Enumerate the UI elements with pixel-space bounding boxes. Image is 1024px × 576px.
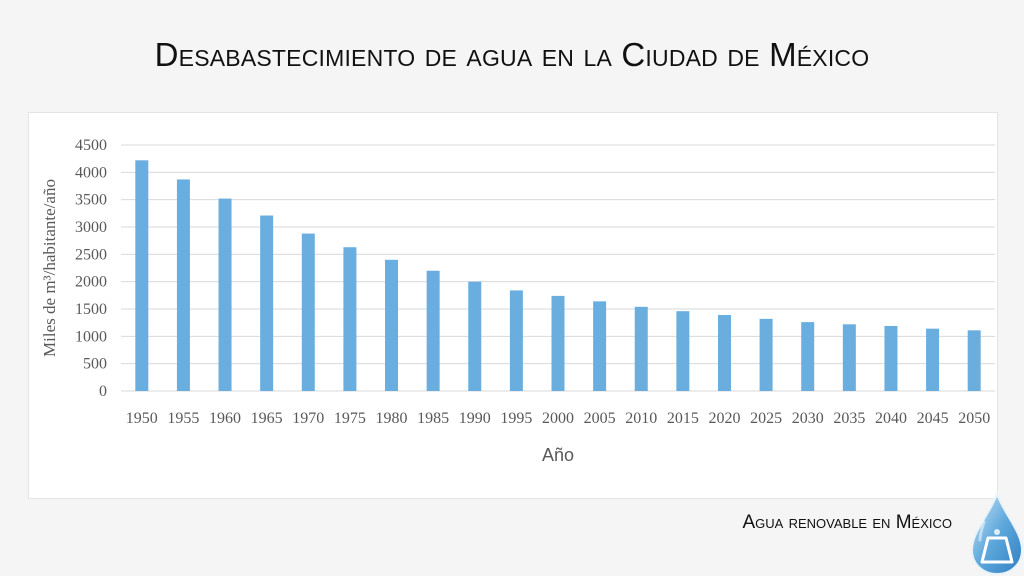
bar [926,328,940,391]
bar [717,315,731,391]
bar [842,324,856,391]
x-tick-label: 1970 [292,410,324,427]
chart-panel: 0 500 1000 1500 2000 2500 3000 3500 4000 4500 1950… [28,112,998,499]
bar [593,301,607,391]
bar [301,233,315,391]
y-tick-label: 3500 [75,192,107,209]
bar [634,306,648,391]
slide-title: Desabastecimiento de agua en la Ciudad d… [154,36,870,73]
bar [676,311,690,391]
x-tick-label: 1960 [209,410,241,427]
bar [135,160,149,391]
x-tick-label: 2030 [792,410,824,427]
bar [343,247,357,391]
x-tick-label: 1965 [251,410,283,427]
bar [551,295,565,391]
x-tick-label: 2025 [750,410,782,427]
bar [218,198,232,391]
x-tick-label: 2000 [542,410,574,427]
bar [509,290,523,391]
slide-subtitle: Agua renovable en México [742,512,952,533]
y-tick-label: 4500 [75,137,107,154]
bar [426,270,440,391]
y-tick-label: 2000 [75,274,107,291]
y-tick-label: 4000 [75,164,107,181]
x-tick-label: 1975 [334,410,366,427]
x-tick-label: 2010 [625,410,657,427]
y-axis-title: Miles de m³/habitante/año [40,179,59,357]
x-tick-label: 1995 [500,410,532,427]
bar [260,215,274,391]
x-tick-label: 2035 [833,410,865,427]
x-tick-label: 2015 [667,410,699,427]
y-tick-label: 0 [99,383,107,400]
bar [967,330,981,391]
x-tick-label: 1990 [459,410,491,427]
bar [884,325,898,391]
y-tick-label: 1000 [75,328,107,345]
bar [468,281,482,391]
x-tick-label: 1955 [167,410,199,427]
bar [176,179,190,391]
water-drop-logo-icon [970,492,1024,576]
x-tick-label: 2020 [708,410,740,427]
bar [385,259,399,391]
x-tick-label: 2045 [917,410,949,427]
x-tick-label: 1950 [126,410,158,427]
y-tick-label: 500 [83,356,107,373]
y-tick-label: 2500 [75,246,107,263]
y-tick-label: 3000 [75,219,107,236]
y-tick-label: 1500 [75,301,107,318]
x-tick-label: 1980 [376,410,408,427]
bar [759,318,773,391]
x-tick-label: 2005 [584,410,616,427]
x-tick-label: 2050 [958,410,990,427]
x-tick-label: 1985 [417,410,449,427]
x-tick-label: 2040 [875,410,907,427]
bar [801,322,815,391]
x-axis-title: Año [542,445,574,465]
bar-chart: 0 500 1000 1500 2000 2500 3000 3500 4000 4500 1950… [40,137,995,465]
